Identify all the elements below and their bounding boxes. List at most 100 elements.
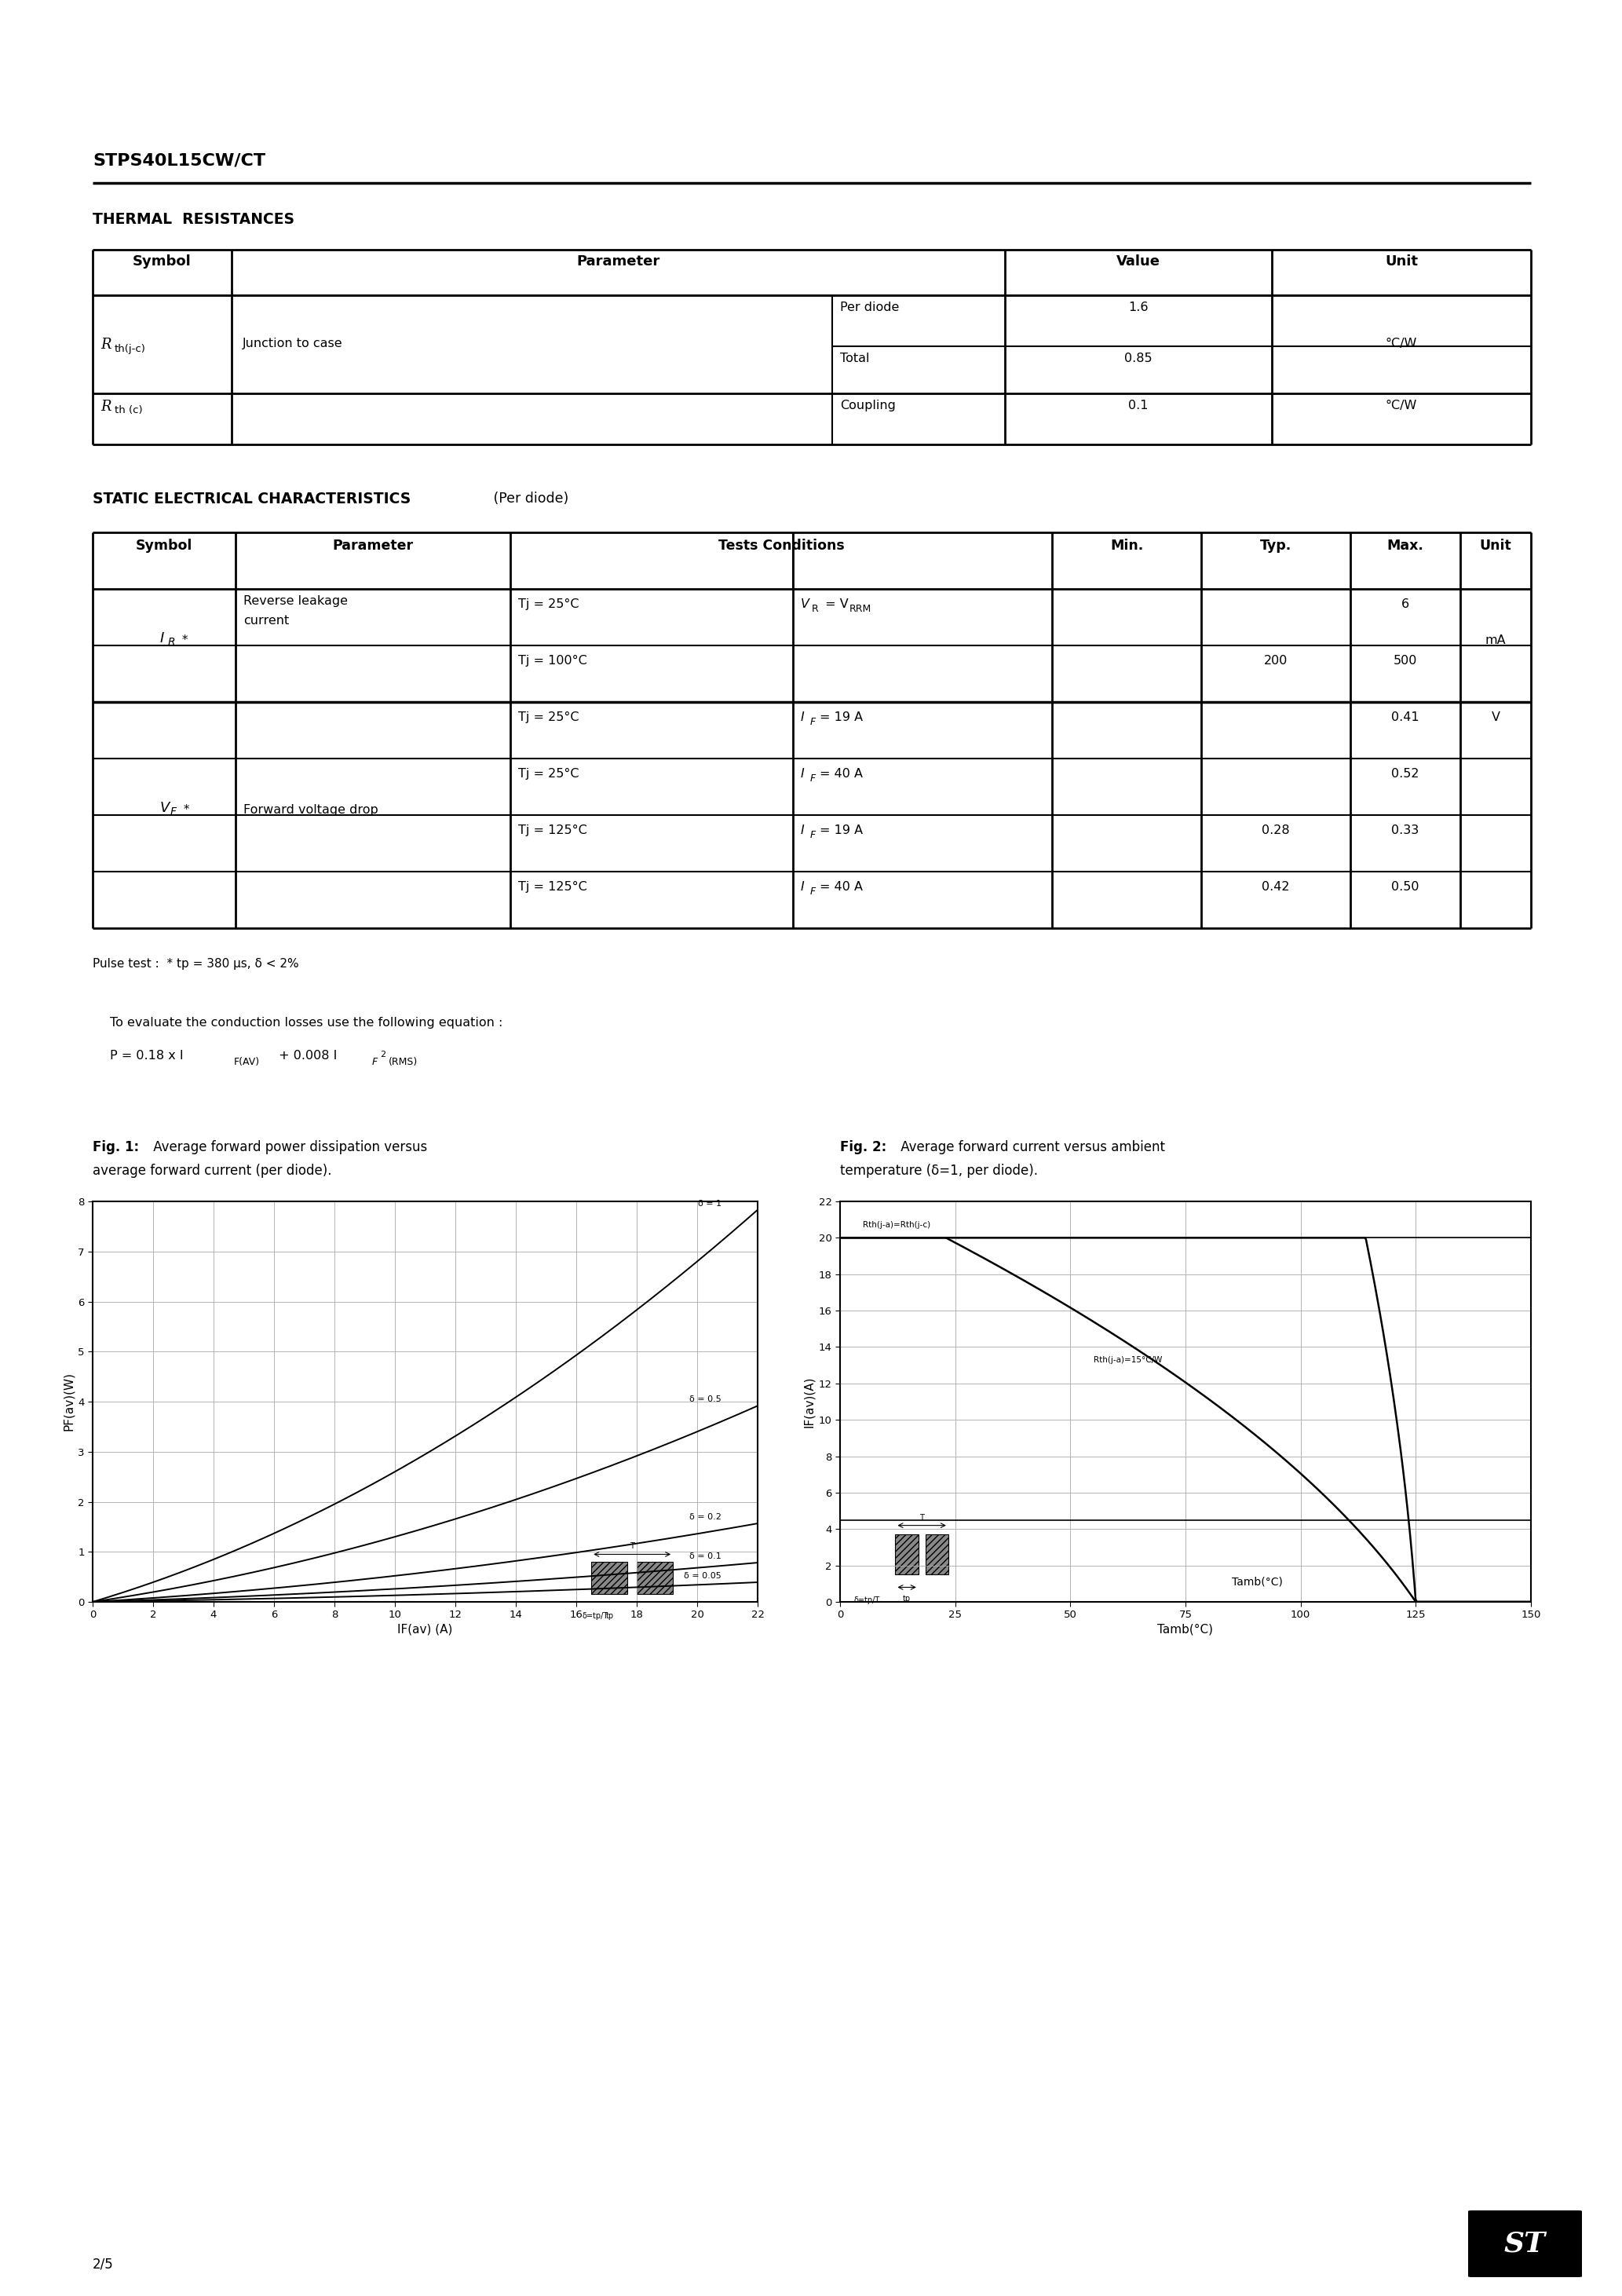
Text: V: V xyxy=(801,599,809,611)
Text: Tj = 125°C: Tj = 125°C xyxy=(517,882,587,893)
Text: F: F xyxy=(170,806,177,817)
Text: R: R xyxy=(169,636,175,647)
Text: R: R xyxy=(811,604,819,613)
Text: F: F xyxy=(371,1056,378,1068)
Text: 6: 6 xyxy=(1401,599,1410,611)
Text: R: R xyxy=(101,338,110,351)
Text: Symbol: Symbol xyxy=(133,255,191,269)
Text: Fig. 2:: Fig. 2: xyxy=(840,1141,887,1155)
Text: Pulse test :  * tp = 380 μs, δ < 2%: Pulse test : * tp = 380 μs, δ < 2% xyxy=(92,957,298,969)
Text: Tj = 25°C: Tj = 25°C xyxy=(517,599,579,611)
Text: Min.: Min. xyxy=(1109,540,1144,553)
Text: THERMAL  RESISTANCES: THERMAL RESISTANCES xyxy=(92,211,295,227)
Text: I: I xyxy=(801,712,805,723)
Text: 0.33: 0.33 xyxy=(1392,824,1419,836)
Y-axis label: PF(av)(W): PF(av)(W) xyxy=(63,1373,75,1430)
Text: Rth(j-a)=15°C/W: Rth(j-a)=15°C/W xyxy=(1093,1357,1161,1364)
Text: I: I xyxy=(161,631,164,645)
Text: Value: Value xyxy=(1116,255,1160,269)
Text: δ = 0.1: δ = 0.1 xyxy=(689,1552,722,1561)
Text: RRM: RRM xyxy=(850,604,871,613)
Text: Parameter: Parameter xyxy=(576,255,660,269)
Bar xyxy=(637,1561,673,1593)
Text: (Per diode): (Per diode) xyxy=(490,491,569,505)
Text: Reverse leakage: Reverse leakage xyxy=(243,595,347,606)
Text: Junction to case: Junction to case xyxy=(243,338,342,349)
Text: V: V xyxy=(1491,712,1500,723)
Text: F(AV): F(AV) xyxy=(234,1056,260,1068)
Text: 0.1: 0.1 xyxy=(1129,400,1148,411)
Text: Unit: Unit xyxy=(1479,540,1512,553)
Text: 0.85: 0.85 xyxy=(1124,354,1152,365)
Text: Average forward power dissipation versus: Average forward power dissipation versus xyxy=(149,1141,427,1155)
Text: I: I xyxy=(801,824,805,836)
Text: th (c): th (c) xyxy=(115,404,143,416)
Text: tp: tp xyxy=(605,1612,613,1619)
Text: δ = 0.2: δ = 0.2 xyxy=(689,1513,722,1520)
Text: average forward current (per diode).: average forward current (per diode). xyxy=(92,1164,333,1178)
Text: *: * xyxy=(180,804,190,815)
Text: δ=tp/T: δ=tp/T xyxy=(853,1596,881,1605)
Text: Coupling: Coupling xyxy=(840,400,895,411)
Text: = 40 A: = 40 A xyxy=(819,882,863,893)
Text: Symbol: Symbol xyxy=(136,540,193,553)
Text: th(j-c): th(j-c) xyxy=(115,344,146,354)
Bar xyxy=(895,1534,918,1575)
Text: 0.50: 0.50 xyxy=(1392,882,1419,893)
Text: STPS40L15CW/CT: STPS40L15CW/CT xyxy=(92,154,266,170)
Text: Typ.: Typ. xyxy=(1260,540,1291,553)
Text: To evaluate the conduction losses use the following equation :: To evaluate the conduction losses use th… xyxy=(110,1017,503,1029)
Text: = 19 A: = 19 A xyxy=(819,712,863,723)
Text: Tj = 25°C: Tj = 25°C xyxy=(517,767,579,781)
Text: °C/W: °C/W xyxy=(1385,338,1418,349)
Text: Forward voltage drop: Forward voltage drop xyxy=(243,804,378,815)
Text: F: F xyxy=(811,829,816,840)
Text: 2: 2 xyxy=(380,1052,386,1058)
X-axis label: IF(av) (A): IF(av) (A) xyxy=(397,1623,453,1635)
Text: = V: = V xyxy=(821,599,848,611)
Text: Tests Conditions: Tests Conditions xyxy=(719,540,845,553)
Text: mA: mA xyxy=(1486,634,1507,645)
Text: 500: 500 xyxy=(1393,654,1418,666)
Text: ST: ST xyxy=(1504,2229,1546,2257)
Text: Tj = 125°C: Tj = 125°C xyxy=(517,824,587,836)
Text: Tj = 100°C: Tj = 100°C xyxy=(517,654,587,666)
Text: 1.6: 1.6 xyxy=(1129,301,1148,312)
Text: 200: 200 xyxy=(1264,654,1288,666)
Text: δ=tp/T: δ=tp/T xyxy=(582,1612,608,1619)
Text: °C/W: °C/W xyxy=(1385,400,1418,411)
Text: Tamb(°C): Tamb(°C) xyxy=(1231,1577,1283,1587)
Text: δ = 0.05: δ = 0.05 xyxy=(684,1573,722,1580)
Text: 0.52: 0.52 xyxy=(1392,767,1419,781)
Text: δ = 0.5: δ = 0.5 xyxy=(689,1396,722,1403)
Text: *: * xyxy=(178,634,188,645)
Text: 0.42: 0.42 xyxy=(1262,882,1289,893)
Text: T: T xyxy=(629,1543,634,1550)
Text: 0.41: 0.41 xyxy=(1392,712,1419,723)
Text: temperature (δ=1, per diode).: temperature (δ=1, per diode). xyxy=(840,1164,1038,1178)
Text: Fig. 1:: Fig. 1: xyxy=(92,1141,139,1155)
Text: Tj = 25°C: Tj = 25°C xyxy=(517,712,579,723)
Text: Max.: Max. xyxy=(1387,540,1424,553)
Text: (RMS): (RMS) xyxy=(389,1056,418,1068)
Text: Parameter: Parameter xyxy=(333,540,414,553)
Text: = 19 A: = 19 A xyxy=(819,824,863,836)
Text: current: current xyxy=(243,615,289,627)
Y-axis label: IF(av)(A): IF(av)(A) xyxy=(803,1375,816,1428)
Text: Average forward current versus ambient: Average forward current versus ambient xyxy=(897,1141,1165,1155)
Text: 0.28: 0.28 xyxy=(1262,824,1289,836)
Text: 2/5: 2/5 xyxy=(92,2257,114,2271)
Text: F: F xyxy=(811,774,816,783)
Text: P = 0.18 x I: P = 0.18 x I xyxy=(110,1049,183,1061)
Text: tp: tp xyxy=(903,1596,912,1603)
Text: F: F xyxy=(811,886,816,898)
FancyBboxPatch shape xyxy=(1466,2211,1585,2278)
Text: Total: Total xyxy=(840,354,869,365)
Text: T: T xyxy=(920,1513,925,1522)
Text: STATIC ELECTRICAL CHARACTERISTICS: STATIC ELECTRICAL CHARACTERISTICS xyxy=(92,491,410,507)
Text: + 0.008 I: + 0.008 I xyxy=(274,1049,337,1061)
Text: Unit: Unit xyxy=(1385,255,1418,269)
Text: F: F xyxy=(811,716,816,728)
Text: I: I xyxy=(801,882,805,893)
X-axis label: Tamb(°C): Tamb(°C) xyxy=(1158,1623,1213,1635)
